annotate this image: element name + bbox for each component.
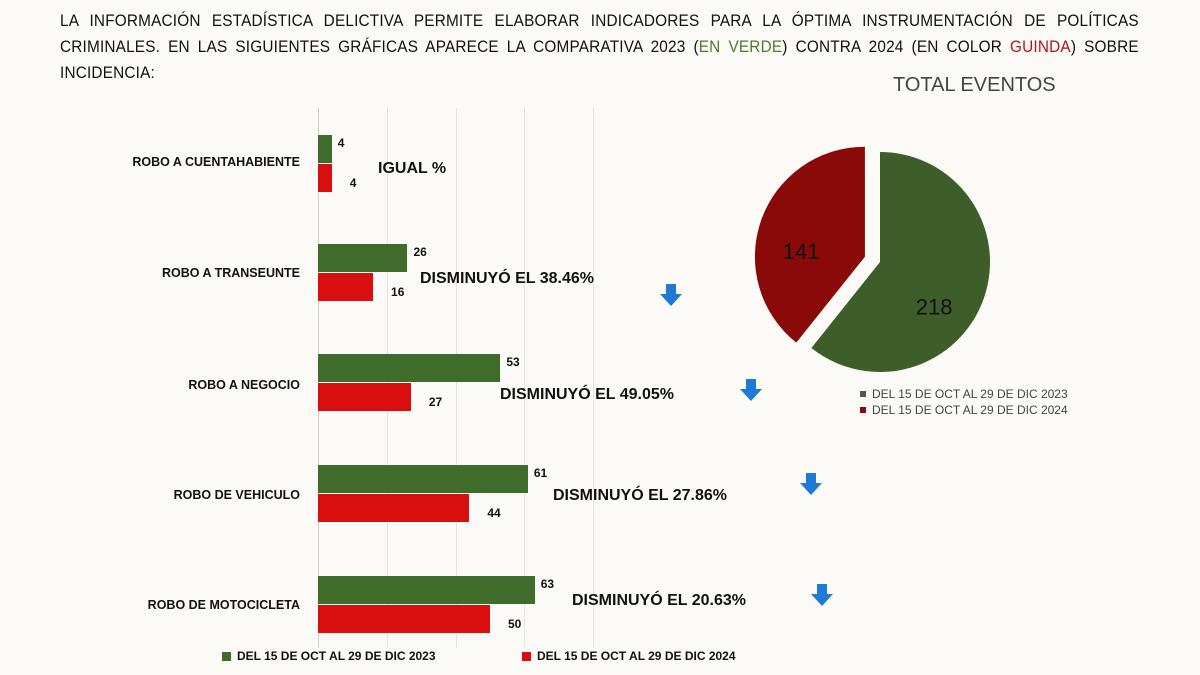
intro-part1: LA INFORMACIÓN ESTADÍSTICA DELICTIVA PER… <box>60 12 1139 56</box>
legend-swatch <box>522 651 531 661</box>
pie-legend-label: DEL 15 DE OCT AL 29 DE DIC 2023 <box>872 387 1068 401</box>
gridline <box>524 108 526 648</box>
value-label-2023: 53 <box>506 355 520 369</box>
bar-2024 <box>318 273 374 301</box>
change-annotation: DISMINUYÓ EL 49.05% <box>500 386 674 403</box>
category-label: ROBO A NEGOCIO <box>188 378 300 392</box>
pie-slice-2023 <box>811 152 990 372</box>
down-arrow-icon <box>811 584 833 606</box>
bar-legend-label: DEL 15 DE OCT AL 29 DE DIC 2023 <box>237 649 436 663</box>
value-label-2024: 16 <box>391 285 405 299</box>
value-label-2024: 27 <box>428 395 443 409</box>
gridline <box>593 108 595 648</box>
value-label-2023: 61 <box>533 466 548 480</box>
bar-2024 <box>318 494 470 522</box>
value-label-2024: 44 <box>487 506 501 520</box>
value-label-2023: 63 <box>540 577 555 591</box>
intro-part2: ) CONTRA 2024 (EN COLOR <box>782 38 1011 56</box>
bar-legend-2024: DEL 15 DE OCT AL 29 DE DIC 2024 <box>522 649 736 663</box>
bar-2023 <box>318 135 332 163</box>
pie-legend-2024: DEL 15 DE OCT AL 29 DE DIC 2024 <box>860 403 1068 417</box>
pie-legend-label: DEL 15 DE OCT AL 29 DE DIC 2024 <box>872 403 1068 417</box>
down-arrow-icon <box>660 284 682 306</box>
pie-value-label: 218 <box>916 294 953 319</box>
bar-2024 <box>318 383 411 411</box>
intro-green-word: EN VERDE <box>698 38 783 56</box>
value-label-2024: 50 <box>508 617 522 631</box>
bar-2024 <box>318 164 332 192</box>
bar-legend-label: DEL 15 DE OCT AL 29 DE DIC 2024 <box>537 649 736 663</box>
value-label-2023: 26 <box>413 245 427 259</box>
legend-swatch <box>860 407 866 413</box>
value-label-2023: 4 <box>337 136 345 150</box>
bar-2023 <box>318 465 528 493</box>
change-annotation: DISMINUYÓ EL 38.46% <box>420 270 594 287</box>
change-annotation: DISMINUYÓ EL 27.86% <box>553 487 727 504</box>
bar-legend-2023: DEL 15 DE OCT AL 29 DE DIC 2023 <box>222 649 436 663</box>
bar-2023 <box>318 576 535 604</box>
down-arrow-icon <box>800 473 822 495</box>
legend-swatch <box>222 651 231 661</box>
value-label-2024: 4 <box>349 176 357 190</box>
bar-2024 <box>318 605 490 633</box>
pie-title: TOTAL EVENTOS <box>893 74 1056 96</box>
down-arrow-icon <box>740 379 762 401</box>
bar-2023 <box>318 244 408 272</box>
legend-swatch <box>860 391 866 397</box>
intro-part3: ) SOBRE INCIDENCIA: <box>60 38 1139 82</box>
pie-chart: 218 141 <box>754 146 990 372</box>
pie-slice-2024 <box>754 146 865 343</box>
category-label: ROBO A TRANSEUNTE <box>162 266 300 280</box>
change-annotation: IGUAL % <box>378 160 447 177</box>
pie-value-label: 141 <box>783 239 820 264</box>
change-annotation: DISMINUYÓ EL 20.63% <box>572 592 746 609</box>
category-label: ROBO DE MOTOCICLETA <box>147 598 300 612</box>
pie-legend-2023: DEL 15 DE OCT AL 29 DE DIC 2023 <box>860 387 1068 401</box>
category-label: ROBO A CUENTAHABIENTE <box>132 155 300 169</box>
category-label: ROBO DE VEHICULO <box>173 488 300 502</box>
intro-text: LA INFORMACIÓN ESTADÍSTICA DELICTIVA PER… <box>60 8 1139 86</box>
intro-red-word: GUINDA <box>1010 38 1071 56</box>
bar-2023 <box>318 354 501 382</box>
